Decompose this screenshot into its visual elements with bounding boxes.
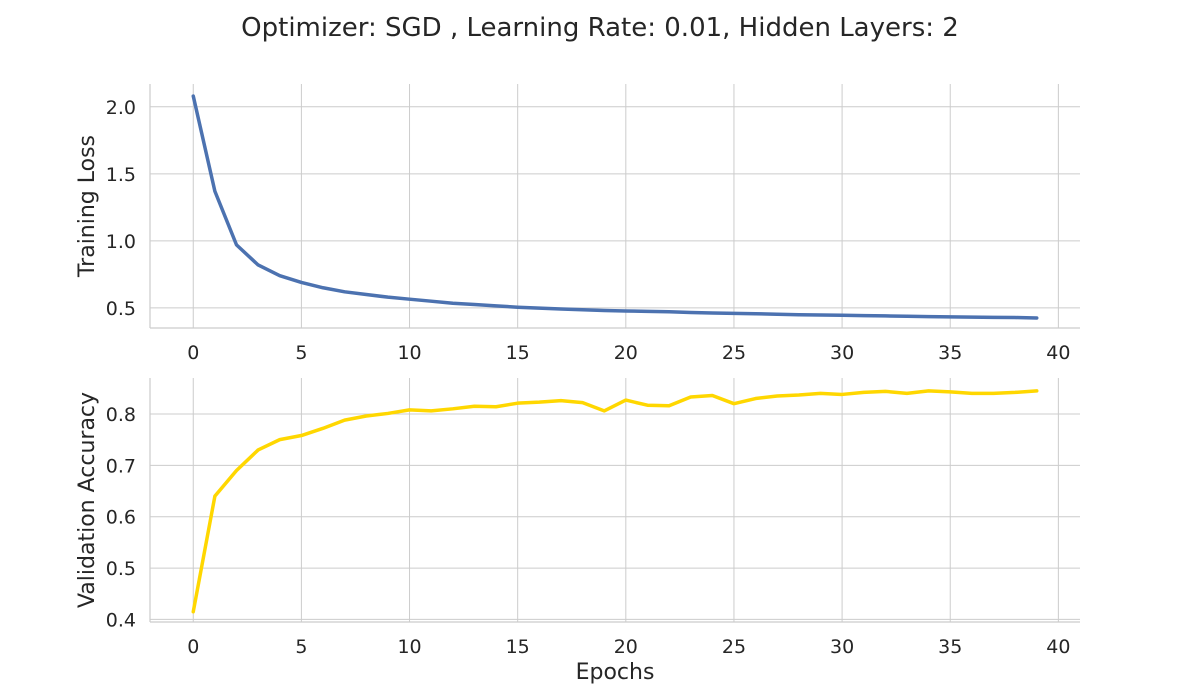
- validation-accuracy-y-ticks: 0.4 0.5 0.6 0.7 0.8: [106, 404, 136, 631]
- validation-accuracy-y-tick-label: 0.8: [106, 404, 136, 426]
- figure-title: Optimizer: SGD , Learning Rate: 0.01, Hi…: [241, 13, 959, 43]
- training-loss-x-tick-label: 5: [295, 342, 307, 364]
- validation-accuracy-series: [191, 389, 1039, 614]
- training-loss-y-tick-label: 0.5: [106, 298, 136, 320]
- validation-accuracy-x-tick-label: 35: [938, 636, 962, 658]
- training-loss-y-tick-label: 1.5: [106, 164, 136, 186]
- training-loss-x-ticks: 0 5 10 15 20 25 30 35 40: [187, 342, 1070, 364]
- training-loss-x-tick-label: 0: [187, 342, 199, 364]
- training-loss-x-tick-label: 20: [614, 342, 638, 364]
- validation-accuracy-x-tick-label: 30: [830, 636, 854, 658]
- validation-accuracy-grid: [150, 378, 1080, 622]
- training-loss-spines: [149, 84, 1080, 329]
- validation-accuracy-y-axis-label: Validation Accuracy: [75, 392, 100, 608]
- training-loss-x-tick-label: 40: [1046, 342, 1070, 364]
- validation-accuracy-x-tick-label: 20: [614, 636, 638, 658]
- training-loss-series: [191, 94, 1039, 320]
- training-loss-x-tick-label: 10: [397, 342, 421, 364]
- training-loss-x-tick-label: 15: [506, 342, 530, 364]
- training-loss-grid: [150, 84, 1080, 328]
- validation-accuracy-x-tick-label: 25: [722, 636, 746, 658]
- validation-accuracy-x-tick-label: 0: [187, 636, 199, 658]
- validation-accuracy-x-tick-label: 40: [1046, 636, 1070, 658]
- training-loss-y-tick-label: 2.0: [106, 97, 136, 119]
- training-loss-x-tick-label: 25: [722, 342, 746, 364]
- training-loss-line: [191, 94, 1039, 320]
- validation-accuracy-y-tick-label: 0.7: [106, 455, 136, 477]
- training-loss-y-ticks: 0.5 1.0 1.5 2.0: [106, 97, 136, 320]
- validation-accuracy-y-tick-label: 0.6: [106, 507, 136, 529]
- training-loss-panel: 0 5 10 15 20 25 30 35 40 0.5 1.0 1.5 2.0 Training L…: [75, 84, 1080, 364]
- training-loss-y-axis-label: Training Loss: [75, 135, 100, 278]
- training-loss-x-tick-label: 35: [938, 342, 962, 364]
- validation-accuracy-line: [191, 389, 1039, 614]
- validation-accuracy-y-tick-label: 0.4: [106, 609, 136, 631]
- validation-accuracy-x-tick-label: 10: [397, 636, 421, 658]
- validation-accuracy-x-tick-label: 15: [506, 636, 530, 658]
- validation-accuracy-panel: 0 5 10 15 20 25 30 35 40 0.4 0.5 0.6 0.7 0.8 Validat…: [75, 378, 1080, 685]
- validation-accuracy-x-ticks: 0 5 10 15 20 25 30 35 40: [187, 636, 1070, 658]
- validation-accuracy-x-tick-label: 5: [295, 636, 307, 658]
- training-loss-x-tick-label: 30: [830, 342, 854, 364]
- validation-accuracy-y-tick-label: 0.5: [106, 558, 136, 580]
- epochs-x-axis-label: Epochs: [576, 660, 655, 685]
- training-loss-y-tick-label: 1.0: [106, 231, 136, 253]
- validation-accuracy-spines: [149, 378, 1080, 623]
